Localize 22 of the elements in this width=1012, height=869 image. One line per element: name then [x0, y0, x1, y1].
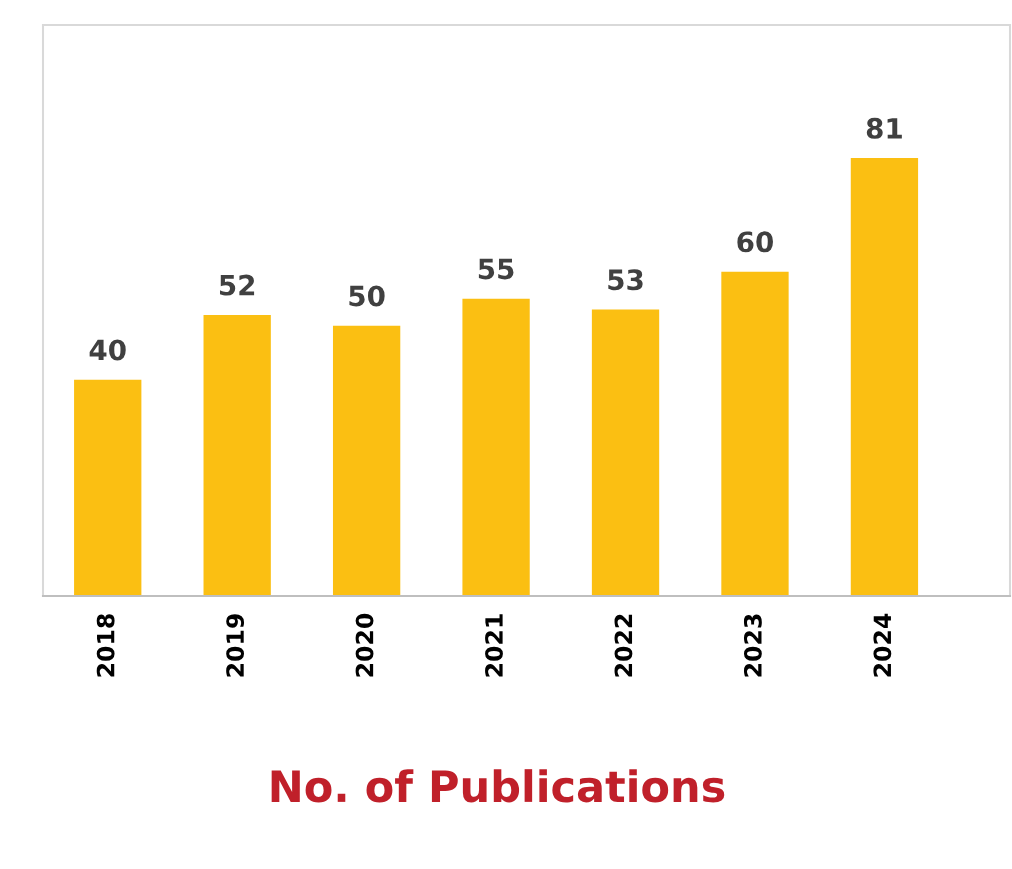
data-label: 55	[478, 258, 514, 280]
x-tick-label: 2018	[96, 614, 115, 677]
data-label: 81	[866, 117, 902, 139]
bar	[203, 314, 271, 596]
data-label: 40	[89, 339, 126, 361]
x-tick-label: 2022	[614, 614, 633, 677]
x-tick-label: 2023	[743, 614, 762, 677]
bar	[850, 158, 919, 596]
x-tick-label: 2024	[873, 613, 892, 677]
bar	[74, 379, 142, 596]
x-tick-label: 2019	[226, 614, 245, 677]
data-label: 52	[219, 274, 255, 296]
data-label: 53	[608, 269, 643, 291]
data-label: 60	[737, 231, 773, 253]
data-label: 50	[349, 285, 385, 307]
x-tick-label: 2020	[355, 613, 374, 677]
x-tick-label: 2021	[485, 614, 503, 677]
bar	[462, 298, 530, 596]
bar	[591, 309, 660, 596]
bar	[332, 325, 401, 596]
bar	[721, 271, 789, 596]
x-axis-title: No. of Publications	[271, 769, 725, 803]
